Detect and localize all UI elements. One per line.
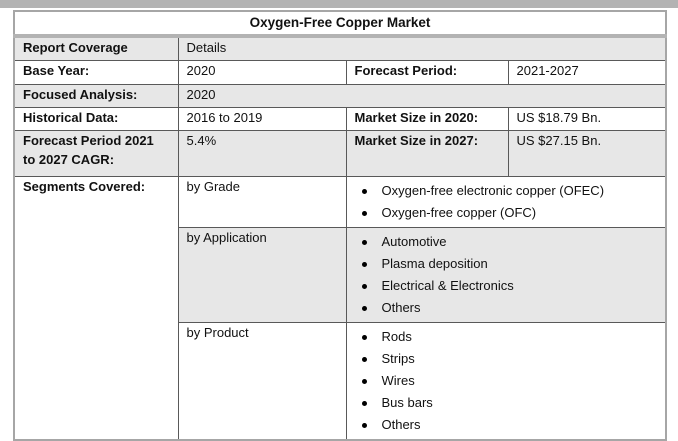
bullet-icon (361, 356, 367, 362)
report-coverage-row: Report Coverage Details (13, 35, 667, 61)
list-item-text: Bus bars (381, 394, 433, 410)
bullet-icon (361, 334, 367, 340)
segment-product-items: Rods Strips Wires Bus bars Others (345, 321, 667, 441)
bullet-icon (361, 283, 367, 289)
list-item-text: Oxygen-free copper (OFC) (381, 204, 537, 220)
segment-application-items: Automotive Plasma deposition Electrical … (345, 226, 667, 323)
segments-application-row: by Application Automotive Plasma deposit… (14, 226, 667, 323)
table-title: Oxygen-Free Copper Market (13, 10, 667, 38)
segments-grade-row: Segments Covered: by Grade Oxygen-free e… (13, 175, 667, 441)
segments-product-row: by Product Rods Strips Wires Bus bars (14, 321, 667, 441)
cagr-value: 5.4% (177, 129, 347, 177)
bullet-icon (361, 210, 367, 216)
list-item: Oxygen-free electronic copper (OFEC) (353, 180, 662, 202)
list-item-text: Wires (381, 372, 415, 388)
bullet-icon (361, 239, 367, 245)
segments-covered-label: Segments Covered: (13, 175, 179, 441)
market-size-2027-label: Market Size in 2027: (345, 129, 509, 177)
list-item: Wires (353, 370, 662, 392)
bullet-icon (361, 422, 367, 428)
market-report-table: Oxygen-Free Copper Market Report Coverag… (13, 10, 667, 441)
list-item: Automotive (353, 231, 662, 253)
list-item: Others (353, 297, 662, 319)
market-size-2020-label: Market Size in 2020: (345, 106, 509, 131)
historical-data-value: 2016 to 2019 (177, 106, 347, 131)
bullet-icon (361, 305, 367, 311)
bullet-icon (361, 378, 367, 384)
historical-data-row: Historical Data: 2016 to 2019 Market Siz… (13, 106, 667, 131)
list-item: Bus bars (353, 392, 662, 414)
list-item: Electrical & Electronics (353, 275, 662, 297)
bullet-icon (361, 261, 367, 267)
list-item-text: Rods (381, 328, 412, 344)
list-item: Plasma deposition (353, 253, 662, 275)
bullet-icon (361, 188, 367, 194)
focused-analysis-value: 2020 (177, 84, 667, 108)
segment-group-application: by Application (177, 226, 347, 323)
list-item: Oxygen-free copper (OFC) (353, 202, 662, 224)
base-year-label: Base Year: (13, 60, 179, 85)
list-item-text: Oxygen-free electronic copper (OFEC) (381, 182, 605, 198)
base-year-value: 2020 (177, 60, 347, 85)
list-item-text: Plasma deposition (381, 255, 488, 271)
forecast-period-label: Forecast Period: (345, 60, 509, 85)
report-coverage-value: Details (177, 35, 667, 61)
cagr-row: Forecast Period 2021 to 2027 CAGR: 5.4% … (13, 129, 667, 177)
focused-analysis-label: Focused Analysis: (13, 84, 179, 108)
segment-group-grade: by Grade (177, 175, 347, 228)
cagr-label: Forecast Period 2021 to 2027 CAGR: (13, 129, 179, 177)
list-item: Strips (353, 348, 662, 370)
report-coverage-label: Report Coverage (13, 35, 179, 61)
base-year-row: Base Year: 2020 Forecast Period: 2021-20… (13, 60, 667, 85)
segment-grade-items: Oxygen-free electronic copper (OFEC) Oxy… (345, 175, 667, 228)
list-item: Rods (353, 326, 662, 348)
list-item-text: Strips (381, 350, 415, 366)
top-divider-bar (0, 0, 678, 8)
list-item-text: Electrical & Electronics (381, 277, 514, 293)
historical-data-label: Historical Data: (13, 106, 179, 131)
list-item-text: Others (381, 299, 421, 315)
focused-analysis-row: Focused Analysis: 2020 (13, 84, 667, 108)
list-item-text: Automotive (381, 233, 447, 249)
market-size-2020-value: US $18.79 Bn. (507, 106, 667, 131)
segment-group-product: by Product (177, 321, 347, 441)
title-row: Oxygen-Free Copper Market (13, 10, 667, 38)
forecast-period-value: 2021-2027 (507, 60, 667, 85)
market-size-2027-value: US $27.15 Bn. (507, 129, 667, 177)
bullet-icon (361, 400, 367, 406)
